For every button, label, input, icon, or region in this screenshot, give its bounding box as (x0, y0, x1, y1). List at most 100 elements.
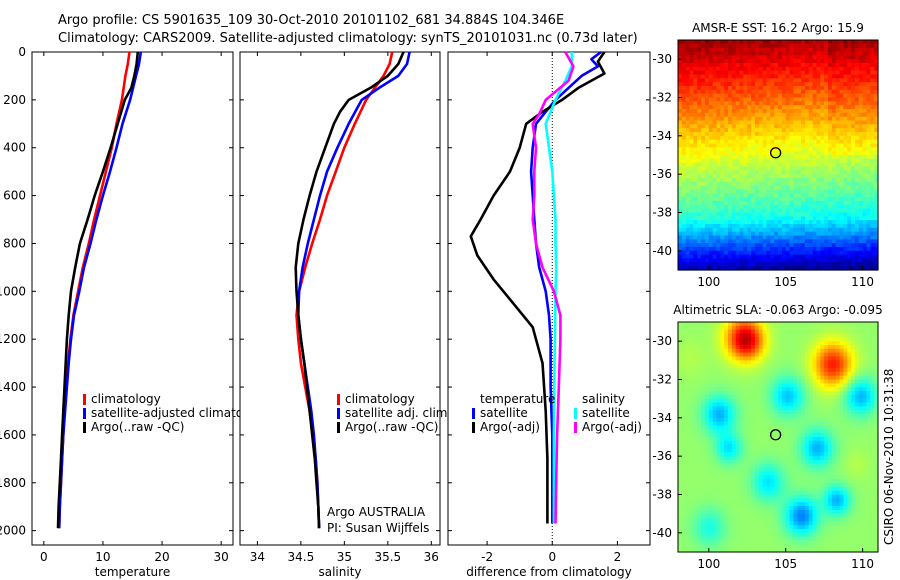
map-cell (828, 124, 833, 129)
map-cell (831, 143, 837, 148)
map-cell (831, 410, 837, 415)
map-cell (839, 345, 844, 350)
map-cell (835, 333, 841, 338)
map-cell (858, 124, 864, 129)
map-cell (701, 128, 706, 133)
map-cell (754, 47, 760, 53)
map-cell (681, 231, 687, 237)
map-cell (781, 139, 787, 145)
map-cell (766, 440, 771, 446)
map-cell (716, 410, 721, 415)
map-cell (824, 247, 829, 252)
map-cell (693, 43, 698, 49)
map-cell (735, 348, 741, 354)
map-cell (724, 158, 729, 164)
map-cell (816, 66, 821, 72)
map-cell (789, 124, 794, 129)
map-cell (704, 258, 710, 263)
map-cell (731, 97, 737, 102)
map-cell (866, 185, 871, 191)
map-cell (697, 51, 702, 56)
map-cell (858, 128, 864, 133)
map-cell (781, 356, 787, 361)
map-cell (804, 262, 810, 267)
map-cell (708, 398, 714, 404)
map-cell (874, 437, 879, 442)
map-cell (693, 120, 698, 125)
map-cell (866, 329, 871, 335)
map-cell (758, 178, 764, 183)
map-cell (835, 345, 841, 350)
x-tick-label: 36 (424, 550, 439, 564)
map-cell (824, 406, 829, 411)
map-cell (808, 185, 814, 191)
map-cell (754, 112, 760, 118)
map-cell (712, 155, 718, 160)
map-cell (762, 201, 768, 206)
map-cell (793, 120, 798, 125)
map-cell (801, 166, 806, 171)
map-cell (858, 254, 864, 260)
map-cell (851, 112, 856, 118)
map-cell (766, 345, 771, 350)
map-cell (701, 158, 706, 164)
map-cell (770, 120, 775, 125)
map-cell (701, 239, 706, 244)
map-cell (854, 333, 860, 338)
map-cell (735, 178, 741, 183)
map-cell (847, 204, 852, 210)
map-cell (708, 143, 714, 148)
map-cell (743, 356, 748, 361)
map-cell (828, 105, 833, 110)
map-cell (804, 135, 810, 141)
map-cell (847, 63, 852, 68)
map-cell (812, 201, 818, 206)
map-cell (797, 43, 802, 49)
map-cell (704, 193, 710, 198)
map-cell (685, 208, 691, 214)
map-cell (704, 375, 710, 381)
map-cell (874, 116, 879, 122)
map-cell (808, 74, 814, 79)
map-cell (847, 189, 852, 194)
map-cell (724, 235, 729, 240)
map-cell (689, 43, 694, 49)
map-cell (766, 143, 771, 148)
map-cell (835, 204, 841, 210)
map-cell (693, 124, 698, 129)
map-cell (820, 55, 825, 60)
map-cell (839, 51, 844, 56)
map-cell (816, 247, 821, 252)
map-cell (747, 429, 752, 434)
map-cell (808, 325, 814, 331)
map-cell (824, 93, 829, 99)
map-cell (831, 440, 837, 446)
map-cell (708, 66, 714, 72)
map-cell (812, 235, 818, 240)
map-cell (839, 40, 844, 45)
map-cell (678, 224, 683, 229)
map-cell (735, 329, 741, 335)
map-cell (681, 387, 687, 392)
map-cell (685, 55, 691, 60)
map-cell (751, 155, 756, 160)
map-cell (701, 247, 706, 252)
map-cell (762, 250, 768, 256)
map-cell (735, 216, 741, 221)
map-cell (870, 109, 875, 114)
map-cell (870, 101, 875, 106)
map-cell (728, 216, 733, 221)
map-cell (766, 348, 771, 354)
map-cell (851, 151, 856, 156)
map-cell (785, 410, 791, 415)
map-cell (808, 82, 814, 87)
map-cell (754, 55, 760, 60)
map-cell (831, 216, 837, 221)
map-cell (797, 86, 802, 91)
map-cell (708, 59, 714, 64)
map-cell (820, 379, 825, 384)
map-cell (797, 406, 802, 411)
map-cell (720, 348, 725, 354)
map-cell (701, 383, 706, 388)
map-cell (681, 239, 687, 244)
